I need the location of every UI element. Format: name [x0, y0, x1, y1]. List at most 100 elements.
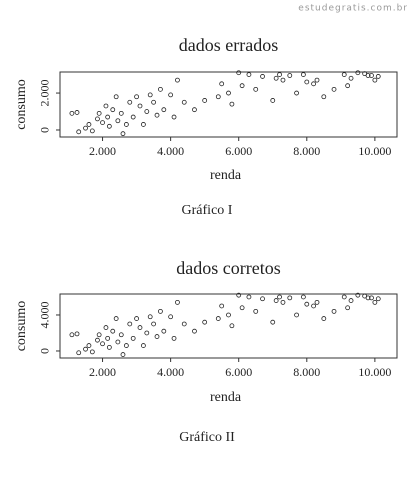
- point: [86, 343, 92, 348]
- point: [74, 110, 80, 115]
- point: [273, 298, 279, 303]
- point: [215, 316, 221, 321]
- point: [226, 90, 231, 96]
- point: [280, 77, 286, 83]
- plot-frame: [59, 71, 398, 138]
- point: [348, 75, 354, 81]
- point: [341, 294, 347, 300]
- point: [365, 295, 371, 301]
- point: [304, 301, 310, 307]
- point: [341, 72, 347, 77]
- x-tick-label: 8.000: [293, 144, 320, 158]
- y-tick-label: 4.000: [38, 301, 52, 328]
- point: [105, 335, 111, 341]
- point: [273, 75, 279, 81]
- point: [100, 341, 105, 347]
- point: [120, 131, 126, 137]
- point: [151, 321, 157, 327]
- point: [127, 99, 133, 105]
- point: [83, 346, 88, 352]
- point: [69, 332, 75, 338]
- point: [294, 312, 299, 318]
- point: [96, 110, 102, 116]
- point: [253, 308, 259, 314]
- x-tick-label: 4.000: [157, 144, 184, 158]
- point: [158, 308, 163, 314]
- point: [69, 110, 75, 116]
- point: [134, 94, 139, 100]
- point: [375, 296, 381, 302]
- point: [137, 103, 143, 109]
- point: [147, 314, 153, 320]
- point: [86, 122, 92, 127]
- chart-title: dados corretos: [176, 258, 280, 278]
- point: [239, 83, 245, 89]
- point: [345, 305, 351, 311]
- point: [118, 332, 124, 338]
- point: [287, 295, 293, 301]
- x-axis-label: renda: [210, 390, 242, 405]
- point: [113, 316, 119, 321]
- point: [345, 83, 351, 89]
- point: [277, 294, 282, 300]
- point: [311, 303, 317, 309]
- point: [369, 73, 374, 78]
- chart-title: dados errados: [179, 35, 278, 55]
- point: [236, 292, 242, 298]
- point: [372, 299, 378, 305]
- point: [236, 70, 242, 76]
- point: [311, 81, 317, 87]
- caption: Gráfico I: [182, 203, 233, 218]
- point: [331, 86, 337, 92]
- point: [202, 98, 208, 103]
- point: [314, 77, 320, 83]
- point: [140, 122, 146, 127]
- point: [192, 328, 197, 334]
- point: [270, 319, 276, 325]
- point: [246, 72, 252, 77]
- point: [348, 298, 354, 303]
- point: [355, 292, 361, 298]
- point: [219, 81, 225, 87]
- point: [181, 321, 187, 327]
- point: [246, 294, 252, 300]
- point: [365, 73, 371, 78]
- point: [144, 109, 150, 114]
- point: [137, 325, 143, 330]
- point: [158, 86, 163, 92]
- y-tick-label: 0: [38, 127, 52, 133]
- point: [89, 128, 95, 134]
- point: [151, 99, 157, 105]
- point: [95, 116, 100, 122]
- point: [89, 349, 95, 355]
- x-tick-label: 2.000: [89, 365, 116, 379]
- y-tick-label: 0: [38, 348, 52, 354]
- point: [168, 314, 174, 320]
- point: [147, 92, 153, 98]
- point: [300, 294, 306, 300]
- point: [106, 123, 112, 129]
- point: [106, 344, 112, 350]
- point: [95, 337, 100, 343]
- point: [103, 103, 109, 109]
- point: [239, 305, 245, 311]
- x-tick-label: 10.000: [358, 365, 391, 379]
- point: [372, 77, 378, 83]
- point: [171, 335, 177, 341]
- point: [123, 122, 129, 127]
- point: [130, 114, 136, 120]
- x-tick-label: 4.000: [157, 365, 184, 379]
- y-axis-label: consumo: [14, 301, 29, 352]
- point: [115, 339, 121, 345]
- point: [83, 125, 88, 131]
- point: [115, 118, 121, 124]
- point: [171, 114, 177, 120]
- point: [369, 295, 374, 301]
- point: [154, 112, 160, 118]
- point: [181, 99, 187, 105]
- point: [226, 312, 231, 318]
- point: [110, 328, 116, 334]
- point: [161, 328, 167, 334]
- point: [168, 92, 174, 98]
